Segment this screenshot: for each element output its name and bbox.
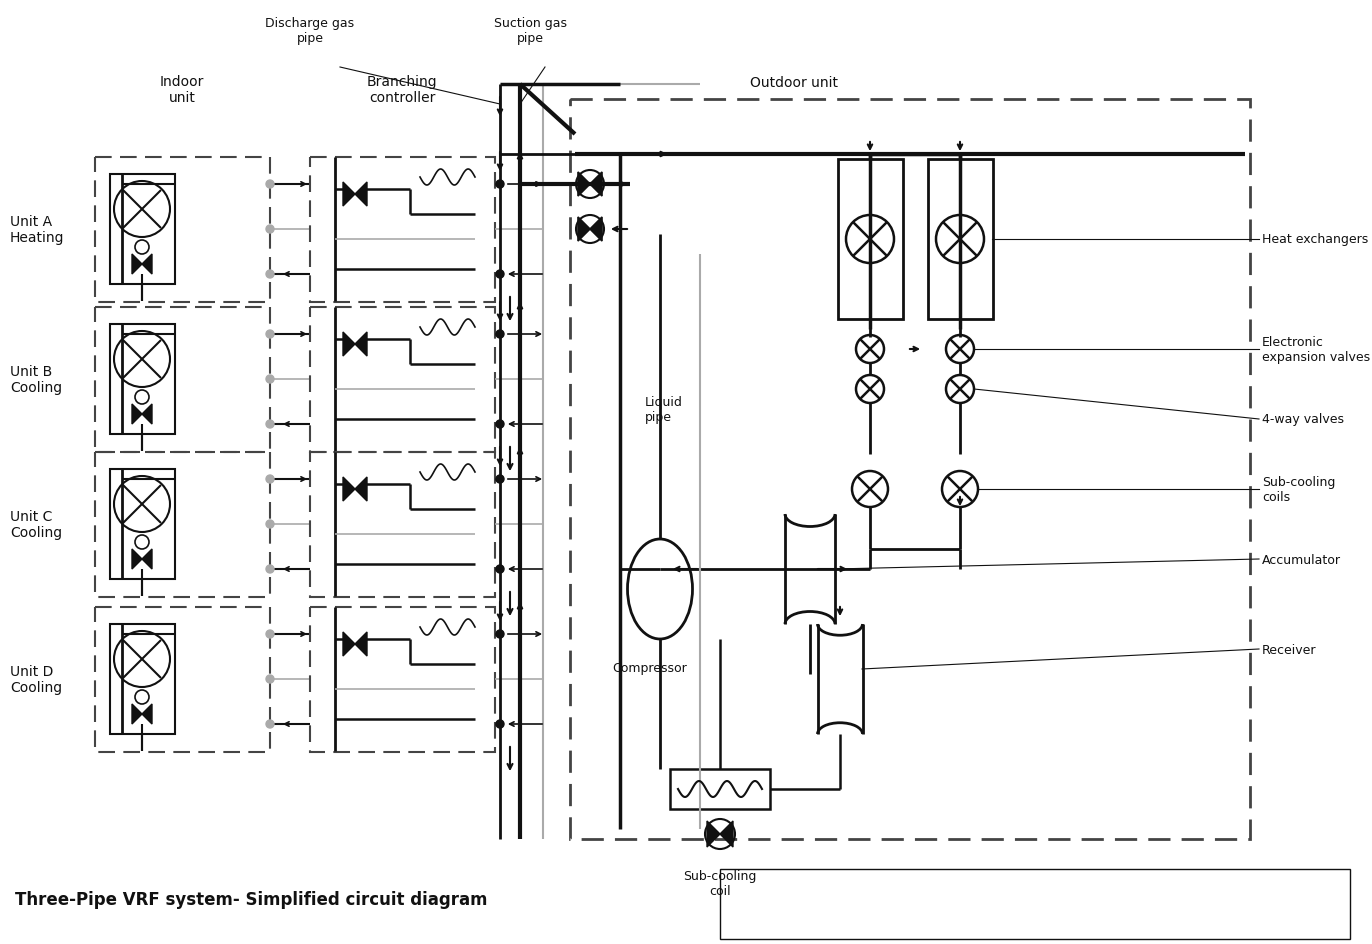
Text: Liquid
pipe: Liquid pipe (645, 396, 683, 424)
Bar (310, 607, 495, 752)
Circle shape (266, 631, 274, 638)
Polygon shape (132, 255, 141, 275)
Polygon shape (343, 332, 355, 357)
Circle shape (266, 720, 274, 728)
Polygon shape (141, 549, 152, 569)
Polygon shape (132, 405, 141, 425)
Text: Discharge gas
pipe: Discharge gas pipe (265, 17, 354, 45)
Bar (95, 607, 270, 752)
Text: Indoor
unit: Indoor unit (159, 75, 204, 105)
Circle shape (497, 421, 504, 429)
Circle shape (266, 476, 274, 483)
Polygon shape (590, 218, 602, 242)
Bar (838, 160, 903, 320)
Circle shape (497, 720, 504, 728)
Polygon shape (578, 173, 590, 196)
Polygon shape (707, 821, 720, 847)
Polygon shape (720, 821, 733, 847)
Polygon shape (355, 632, 366, 656)
Text: Compressor: Compressor (613, 662, 687, 674)
Polygon shape (141, 255, 152, 275)
Circle shape (266, 271, 274, 278)
Text: Unit D
Cooling: Unit D Cooling (10, 665, 62, 695)
Circle shape (497, 565, 504, 573)
Circle shape (266, 330, 274, 339)
Polygon shape (141, 704, 152, 724)
Circle shape (497, 181, 504, 189)
Polygon shape (343, 632, 355, 656)
Polygon shape (132, 704, 141, 724)
Text: Unit C
Cooling: Unit C Cooling (10, 510, 62, 540)
Bar (310, 308, 495, 452)
Bar (110, 624, 176, 734)
Text: Suction gas
pipe: Suction gas pipe (494, 17, 567, 45)
Bar (720, 869, 1350, 939)
Text: Accumulator: Accumulator (1262, 553, 1340, 565)
Polygon shape (355, 478, 366, 501)
Polygon shape (343, 478, 355, 501)
Bar (927, 160, 993, 320)
Polygon shape (578, 218, 590, 242)
Text: Sub-cooling
coils: Sub-cooling coils (1262, 476, 1335, 503)
Text: Outdoor unit: Outdoor unit (750, 76, 838, 90)
Bar (310, 158, 495, 303)
Circle shape (266, 675, 274, 683)
Circle shape (497, 476, 504, 483)
Circle shape (497, 330, 504, 339)
Circle shape (266, 421, 274, 429)
Circle shape (497, 631, 504, 638)
Text: Receiver: Receiver (1262, 643, 1317, 656)
Text: Branching
controller: Branching controller (366, 75, 438, 105)
Text: Three-Pipe VRF system- Simplified circuit diagram: Three-Pipe VRF system- Simplified circui… (15, 890, 487, 908)
Text: Unit B
Cooling: Unit B Cooling (10, 364, 62, 395)
Bar (670, 769, 770, 809)
Bar (310, 452, 495, 598)
Polygon shape (590, 173, 602, 196)
Circle shape (266, 565, 274, 573)
Circle shape (266, 520, 274, 529)
Polygon shape (132, 549, 141, 569)
Bar (569, 100, 1250, 839)
Circle shape (266, 226, 274, 234)
Bar (110, 175, 176, 285)
Text: Sub-cooling
coil: Sub-cooling coil (683, 869, 757, 897)
Circle shape (266, 181, 274, 189)
Polygon shape (355, 332, 366, 357)
Polygon shape (355, 183, 366, 207)
Bar (95, 308, 270, 452)
Polygon shape (141, 405, 152, 425)
Bar (95, 158, 270, 303)
Bar (95, 452, 270, 598)
Text: Unit A
Heating: Unit A Heating (10, 214, 64, 244)
Text: Electronic
expansion valves: Electronic expansion valves (1262, 336, 1371, 363)
Polygon shape (343, 183, 355, 207)
Circle shape (497, 271, 504, 278)
Circle shape (266, 376, 274, 383)
Bar (110, 325, 176, 434)
Text: 4-way valves: 4-way valves (1262, 413, 1345, 426)
Bar (110, 469, 176, 580)
Text: Heat exchangers: Heat exchangers (1262, 233, 1368, 246)
